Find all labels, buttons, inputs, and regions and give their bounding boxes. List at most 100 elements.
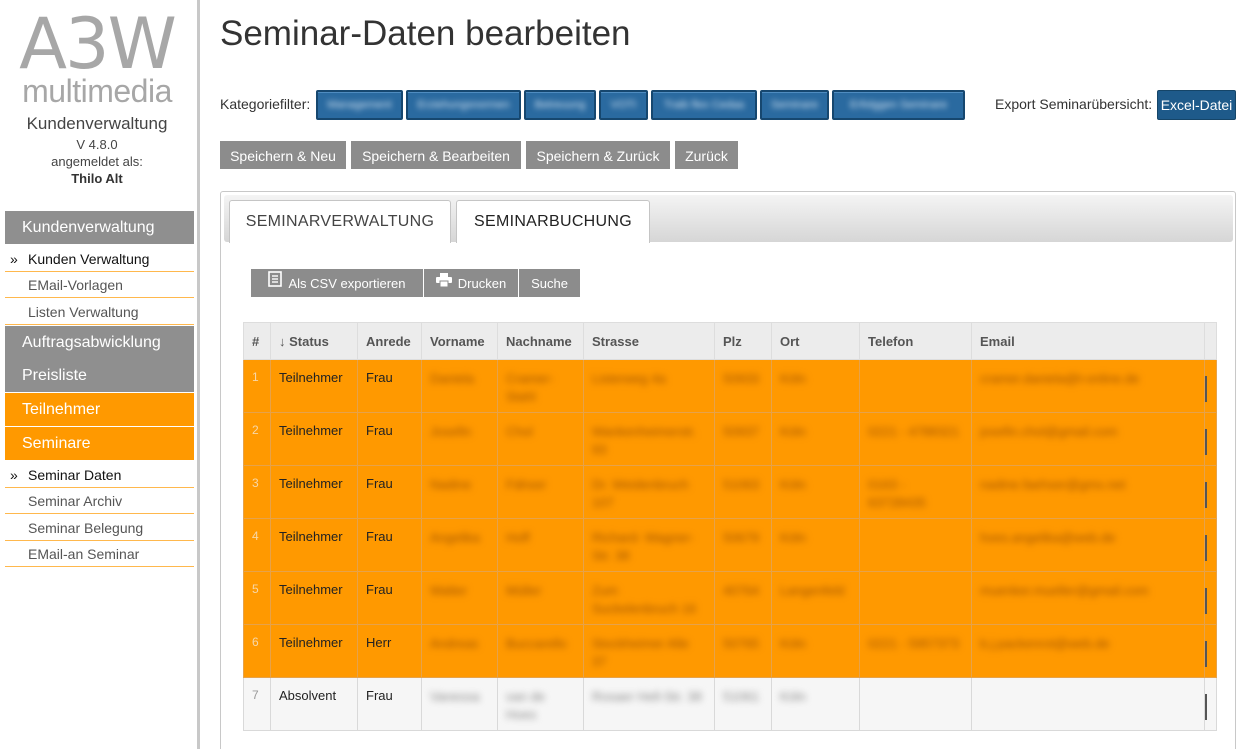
nav-item-label: Seminar Daten <box>28 467 122 483</box>
anrede-cell: Frau <box>357 465 422 519</box>
nachname-cell: Buccarello <box>497 624 584 678</box>
category-label: VOTI <box>610 99 637 111</box>
column-header-strasse[interactable]: Strasse <box>583 322 715 360</box>
active-arrow-icon: » <box>10 467 18 483</box>
category-filter-button[interactable]: Erziehungsnormen <box>406 90 521 120</box>
row-number: 6 <box>243 624 271 678</box>
status-cell: Absolvent <box>270 677 358 731</box>
tab-seminarverwaltung[interactable]: SEMINARVERWALTUNG <box>229 200 451 243</box>
table-row[interactable]: 7 Absolvent Frau Vanessa van de Hoes Rosaer H… <box>243 677 1217 731</box>
plz-cell-text: 50937 <box>723 424 760 439</box>
nachname-cell-text: Buccarello <box>506 636 567 651</box>
category-filter-button[interactable]: Traib flex Cedaa <box>651 90 757 120</box>
save-new-button[interactable]: Speichern & Neu <box>220 141 346 169</box>
save-back-button[interactable]: Speichern & Zurück <box>526 141 670 169</box>
search-button[interactable]: Suche <box>519 269 580 297</box>
excel-export-button[interactable]: Excel-Datei <box>1157 90 1236 120</box>
nav-item-seminar-belegung[interactable]: Seminar Belegung <box>5 515 194 541</box>
tab-seminarbuchung[interactable]: SEMINARBUCHUNG <box>456 200 650 243</box>
category-label: Traib flex Cedaa <box>663 99 745 111</box>
nachname-cell-text: Fähser <box>506 477 547 492</box>
email-cell-text: muenker.mueller@gmail.com <box>980 583 1149 598</box>
scroll-marker <box>1205 641 1207 667</box>
column-header-number[interactable]: # <box>243 322 271 360</box>
nav-item-listen-verwaltung[interactable]: Listen Verwaltung <box>5 299 194 325</box>
category-filter-button[interactable]: Betreuung <box>524 90 596 120</box>
anrede-cell: Frau <box>357 412 422 466</box>
column-header-nachname[interactable]: Nachname <box>497 322 584 360</box>
nachname-cell-text: Hoff <box>506 530 530 545</box>
nachname-cell: Fähser <box>497 465 584 519</box>
telefon-cell <box>859 359 972 413</box>
nav-item-kunden-verwaltung[interactable]: » Kunden Verwaltung <box>5 246 194 272</box>
nav-auftragsabwicklung[interactable]: Auftragsabwicklung <box>5 326 194 359</box>
nav-item-seminar-archiv[interactable]: Seminar Archiv <box>5 488 194 514</box>
vorname-cell: Angelika <box>421 518 498 572</box>
email-cell-text: hoes.angelika@web.de <box>980 530 1116 545</box>
strasse-cell-text: Wankenheimerstr. 93 <box>592 424 697 457</box>
email-cell-text: b.j.packenrot@web.de <box>980 636 1110 651</box>
table-row[interactable]: 5 Teilnehmer Frau Walter Müller Zum Suckelenb… <box>243 571 1217 625</box>
nav-item-seminar-daten[interactable]: » Seminar Daten <box>5 462 194 488</box>
category-label: Betreuung <box>534 99 586 111</box>
vorname-cell: Josefin <box>421 412 498 466</box>
tab-bar: SEMINARVERWALTUNG SEMINARBUCHUNG <box>224 195 1233 243</box>
app-version: V 4.8.0 <box>76 137 118 152</box>
nachname-cell: Müller <box>497 571 584 625</box>
vorname-cell-text: Vanessa <box>430 689 480 704</box>
table-row[interactable]: 2 Teilnehmer Frau Josefin Chol Wankenheimerst… <box>243 412 1217 466</box>
nachname-cell-text: Chol <box>506 424 533 439</box>
category-label: Management <box>327 99 392 111</box>
column-header-plz[interactable]: Plz <box>714 322 772 360</box>
vorname-cell-text: Nadine <box>430 477 472 492</box>
row-number: 3 <box>243 465 271 519</box>
column-header-scroll <box>1204 322 1217 360</box>
telefon-cell <box>859 571 972 625</box>
save-edit-button[interactable]: Speichern & Bearbeiten <box>351 141 521 169</box>
nav-teilnehmer[interactable]: Teilnehmer <box>5 393 194 426</box>
back-button[interactable]: Zurück <box>675 141 738 169</box>
category-filter-button[interactable]: VOTI <box>599 90 648 120</box>
category-label: Erziehungsnormen <box>417 99 510 111</box>
category-filter-button[interactable]: Erfolggen Seminare <box>832 90 965 120</box>
nav-item-email-vorlagen[interactable]: EMail-Vorlagen <box>5 272 194 298</box>
vorname-cell: Daniela <box>421 359 498 413</box>
nachname-cell-text: van de Hoes <box>506 689 546 722</box>
plz-cell-text: 50933 <box>723 371 760 386</box>
print-button[interactable]: Drucken <box>424 269 518 297</box>
nav-item-email-an-seminar[interactable]: EMail-an Seminar <box>5 541 194 567</box>
nav-seminare[interactable]: Seminare <box>5 427 194 460</box>
nachname-cell: van de Hoes <box>497 677 584 731</box>
vorname-cell-text: Andreas <box>430 636 479 651</box>
column-header-status[interactable]: ↓ Status <box>270 322 358 360</box>
plz-cell: 51061 <box>714 677 772 731</box>
table-row[interactable]: 4 Teilnehmer Frau Angelika Hoff Richard- Wagn… <box>243 518 1217 572</box>
anrede-cell: Frau <box>357 518 422 572</box>
telefon-cell: 0221 - 4788321 <box>859 412 972 466</box>
status-cell: Teilnehmer <box>270 412 358 466</box>
category-filter-button[interactable]: Seminare <box>760 90 829 120</box>
ort-cell: Köln <box>771 412 860 466</box>
ort-cell: Köln <box>771 465 860 519</box>
plz-cell-text: 40764 <box>723 583 760 598</box>
column-header-email[interactable]: Email <box>971 322 1205 360</box>
scroll-marker <box>1205 588 1207 614</box>
csv-export-button[interactable]: Als CSV exportieren <box>251 269 423 297</box>
strasse-cell: Listerweg 4a <box>583 359 715 413</box>
ort-cell-text: Köln <box>780 371 807 386</box>
email-cell <box>971 677 1205 731</box>
category-filter-button[interactable]: Management <box>316 90 403 120</box>
nav-preisliste[interactable]: Preisliste <box>5 359 194 392</box>
column-header-vorname[interactable]: Vorname <box>421 322 498 360</box>
row-scroll-edge <box>1204 518 1217 572</box>
table-row[interactable]: 3 Teilnehmer Frau Nadine Fähser Dr. Weidenbru… <box>243 465 1217 519</box>
status-cell: Teilnehmer <box>270 518 358 572</box>
table-row[interactable]: 1 Teilnehmer Frau Daniela Cramer-Stahl Lister… <box>243 359 1217 413</box>
column-header-telefon[interactable]: Telefon <box>859 322 972 360</box>
column-header-ort[interactable]: Ort <box>771 322 860 360</box>
nav-kundenverwaltung[interactable]: Kundenverwaltung <box>5 211 194 244</box>
table-row[interactable]: 6 Teilnehmer Herr Andreas Buccarello Stockhei… <box>243 624 1217 678</box>
scroll-marker <box>1205 535 1207 561</box>
row-number: 5 <box>243 571 271 625</box>
column-header-anrede[interactable]: Anrede <box>357 322 422 360</box>
